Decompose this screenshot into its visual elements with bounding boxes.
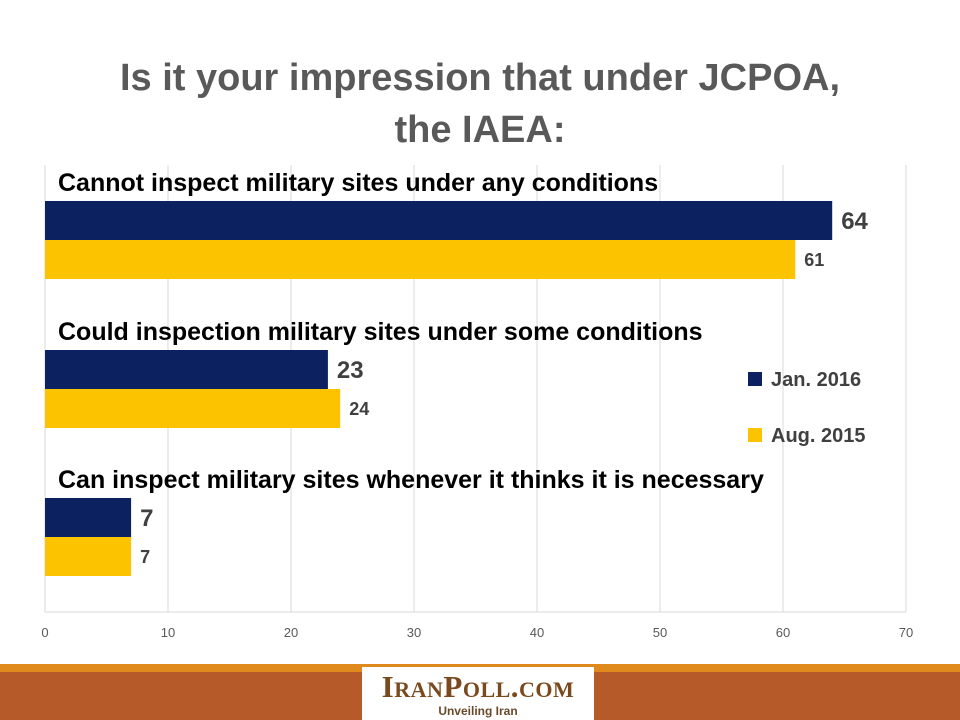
data-label: 7: [140, 505, 153, 532]
data-label: 7: [140, 547, 150, 567]
chart-title-line1: Is it your impression that under JCPOA,: [119, 57, 840, 99]
legend-swatch: [748, 428, 762, 442]
data-label: 64: [841, 208, 868, 235]
data-label: 24: [349, 399, 369, 419]
x-tick-label: 70: [899, 625, 913, 640]
x-tick-label: 10: [161, 625, 175, 640]
bar-aug-2015: [45, 389, 341, 428]
bar-aug-2015: [45, 537, 132, 576]
iranpoll-logo: IranPoll.com Unveiling Iran: [362, 667, 594, 720]
chart-title: Is it your impression that under JCPOA, …: [0, 52, 960, 156]
bar-jan-2016: [45, 498, 132, 537]
category-label: Can inspect military sites whenever it t…: [58, 466, 764, 494]
x-tick-label: 20: [284, 625, 298, 640]
x-tick-label: 60: [776, 625, 790, 640]
legend-label: Aug. 2015: [771, 425, 865, 447]
category-label: Cannot inspect military sites under any …: [58, 169, 658, 197]
logo-name: IranPoll.com: [381, 669, 575, 704]
bar-jan-2016: [45, 201, 833, 240]
legend-swatch: [748, 372, 762, 386]
bar-aug-2015: [45, 240, 796, 279]
data-label: 61: [804, 250, 824, 270]
chart-title-line2: the IAEA:: [394, 109, 566, 151]
x-tick-label: 30: [407, 625, 421, 640]
bar-chart: 0 10 20 30 40 50 60 70 Cannot inspect military s…: [41, 165, 913, 640]
logo-tagline: Unveiling Iran: [438, 704, 518, 718]
category-label: Could inspection military sites under so…: [58, 318, 703, 346]
bar-jan-2016: [45, 350, 328, 389]
x-tick-label: 50: [653, 625, 667, 640]
legend-label: Jan. 2016: [771, 369, 861, 391]
x-tick-label: 0: [41, 625, 48, 640]
x-tick-label: 40: [530, 625, 544, 640]
data-label: 23: [337, 357, 364, 384]
